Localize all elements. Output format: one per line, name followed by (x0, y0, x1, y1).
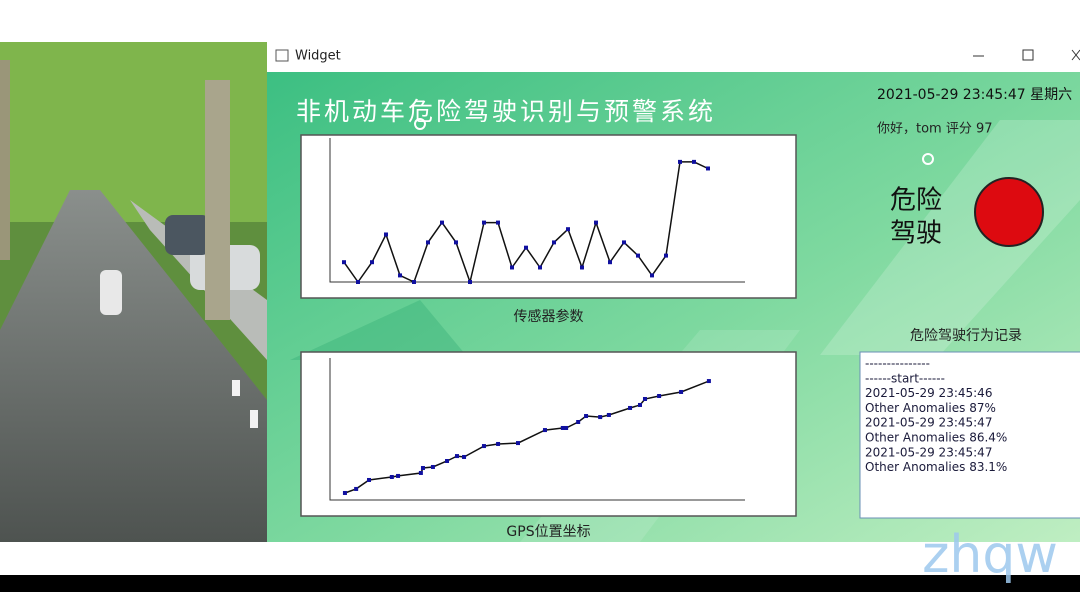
axis (329, 138, 745, 283)
data-point (496, 441, 501, 446)
decor (290, 300, 470, 360)
log-line: Other Anomalies 87% (865, 401, 996, 415)
data-point (524, 245, 528, 250)
video-frame (0, 42, 267, 542)
window-icon (275, 49, 289, 62)
log-line: 2021-05-29 23:45:46 (865, 386, 992, 400)
data-point (384, 232, 388, 237)
window-title: Widget (295, 49, 341, 64)
data-point (370, 260, 374, 265)
data-point (454, 240, 458, 245)
chart-frame (300, 134, 797, 299)
data-point (638, 402, 643, 407)
data-point (692, 159, 696, 164)
log-box (859, 351, 1080, 519)
app-title: 非机动车危险驾驶识别与预警系统 (296, 97, 716, 126)
data-point (598, 415, 603, 420)
data-point (706, 166, 710, 171)
data-point (354, 486, 359, 491)
data-point (706, 379, 711, 384)
watermark: zhqw (922, 525, 1058, 585)
data-point (678, 159, 682, 164)
data-point (396, 473, 401, 478)
data-point (538, 265, 542, 270)
data-point (560, 425, 565, 430)
log-line: Other Anomalies 83.1% (865, 460, 1007, 474)
data-point (580, 265, 584, 270)
data-point (576, 420, 581, 424)
top-margin (0, 0, 1080, 42)
chart-caption: 传感器参数 (514, 308, 584, 325)
data-point (584, 414, 589, 419)
log-line: 2021-05-29 23:45:47 (865, 416, 992, 430)
data-point (481, 444, 486, 449)
log-line: Other Anomalies 86.4% (865, 431, 1007, 445)
log-title: 危险驾驶行为记录 (910, 328, 1022, 344)
data-point (420, 466, 425, 471)
data-point (440, 220, 444, 225)
data-point (468, 280, 472, 284)
data-point (482, 220, 486, 225)
data-point (510, 265, 514, 270)
data-point (650, 273, 654, 278)
data-point (552, 240, 556, 245)
log-lines: ---------------------start------2021-05-… (865, 357, 1007, 475)
data-point (542, 428, 547, 433)
data-point (642, 396, 647, 401)
greeting: 你好，tom 评分 97 (877, 122, 993, 137)
chart-frame (300, 351, 797, 517)
data-point (418, 470, 423, 475)
data-point (496, 220, 500, 225)
log-line: 2021-05-29 23:45:47 (865, 445, 992, 459)
data-point (628, 405, 633, 410)
data-point (594, 220, 598, 225)
data-point (564, 425, 569, 430)
data-point (664, 253, 668, 258)
data-point (412, 280, 416, 284)
datetime: 2021-05-29 23:45:47 星期六 (877, 87, 1072, 103)
data-point (389, 474, 394, 479)
data-point (430, 464, 435, 469)
status-text: 驾驶 (890, 219, 942, 249)
data-point (342, 490, 347, 495)
decor (414, 118, 426, 130)
data-point (679, 389, 684, 394)
data-point (426, 240, 430, 245)
chart-caption: GPS位置坐标 (506, 524, 590, 540)
data-point (636, 253, 640, 258)
data-point (657, 394, 662, 398)
data-point (566, 227, 570, 232)
maximize-button[interactable] (1022, 49, 1034, 61)
title-bar (267, 42, 1080, 72)
log-line: ------start------ (865, 371, 945, 385)
data-point (356, 280, 360, 284)
data-point (606, 412, 611, 417)
data-point (398, 273, 402, 278)
decor (922, 153, 934, 165)
data-point (342, 260, 346, 265)
data-point (445, 459, 450, 463)
bottom-bar (0, 575, 1080, 592)
status-light (974, 177, 1044, 247)
data-point (462, 454, 467, 459)
data-point (622, 240, 626, 245)
data-point (515, 441, 520, 446)
data-point (454, 454, 459, 459)
close-button[interactable] (1071, 49, 1080, 61)
data-point (367, 477, 372, 482)
data-point (608, 260, 612, 265)
status-text: 危险 (890, 186, 942, 216)
log-line: --------------- (865, 357, 930, 371)
axis (329, 358, 745, 501)
